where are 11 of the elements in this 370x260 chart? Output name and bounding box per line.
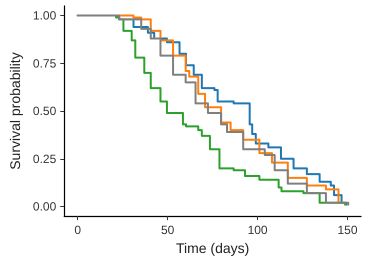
y-axis-title: Survival probability [7, 52, 23, 170]
y-tick-label: 0.50 [32, 104, 57, 118]
x-tick-label: 100 [248, 223, 268, 238]
y-tick-label: 0.75 [32, 56, 57, 70]
x-tick-label: 50 [160, 223, 175, 238]
x-tick-label: 0 [74, 223, 82, 238]
y-tick-label: 0.25 [32, 152, 57, 166]
y-tick-label: 0.00 [32, 200, 57, 214]
y-tick-label: 1.00 [32, 8, 57, 23]
x-tick-label: 150 [337, 223, 358, 238]
x-axis-title: Time (days) [176, 240, 250, 256]
